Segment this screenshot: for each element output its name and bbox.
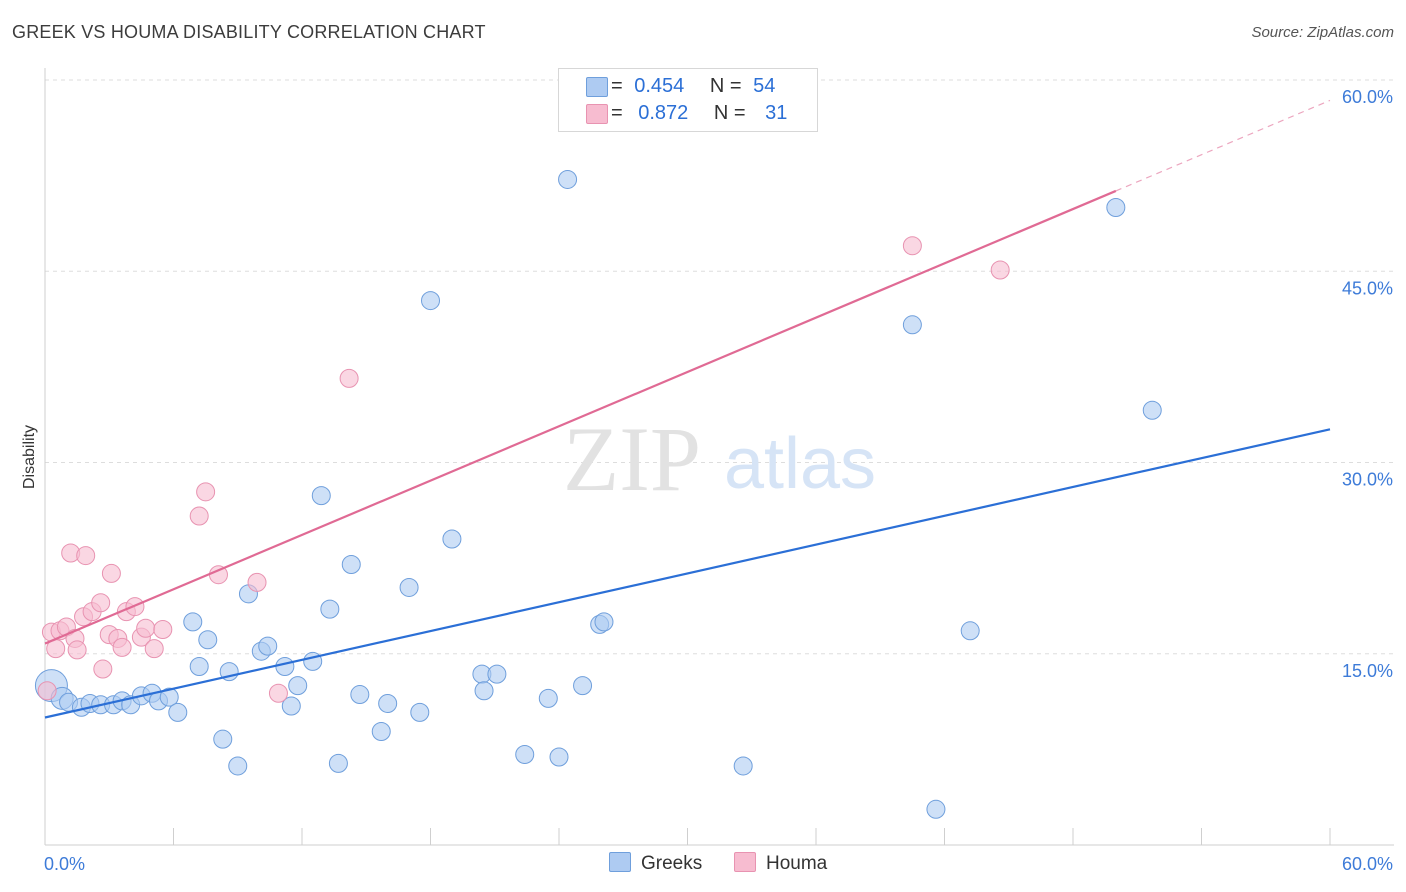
legend-n-value-greeks: 54 [753, 75, 776, 97]
y-tick-label: 15.0% [1342, 661, 1393, 681]
greeks-point [421, 291, 440, 311]
houma-point [268, 683, 288, 703]
greeks-point [410, 702, 430, 722]
x-tick-label-min: 0.0% [44, 854, 85, 874]
houma-point [902, 236, 922, 256]
greeks-point [1106, 198, 1126, 217]
greeks-point [1142, 400, 1162, 420]
greeks-point [573, 676, 593, 696]
tick-labels: 15.0% 30.0% 45.0% 60.0% 0.0% 60.0% [44, 87, 1393, 874]
houma-point [990, 260, 1010, 280]
watermark: ZIP atlas [563, 408, 876, 510]
greeks-point [733, 756, 753, 776]
greeks-point [275, 657, 295, 676]
legend: R = 0.454 N = 54 R = 0.872 N = 31 [558, 68, 818, 132]
houma-point [196, 482, 216, 502]
legend-r-value-houma: 0.872 [638, 102, 689, 124]
greeks-point [350, 685, 370, 705]
houma-swatch [586, 104, 608, 124]
greeks-point [183, 612, 203, 632]
greeks-point [902, 315, 922, 335]
source-label: Source: ZipAtlas.com [1251, 24, 1394, 41]
houma-legend-swatch [734, 852, 756, 872]
greeks-point [378, 693, 398, 713]
greeks-point [311, 486, 331, 506]
greeks-point [399, 577, 419, 597]
greeks-point [228, 756, 248, 776]
greeks-trend-line [44, 428, 1331, 719]
bottom-legend-houma: Houma [734, 852, 827, 875]
greeks-point [960, 621, 980, 641]
greeks-point [926, 799, 946, 819]
houma-point [93, 659, 113, 679]
y-axis-label: Disability [21, 425, 38, 489]
y-tick-label: 45.0% [1342, 278, 1393, 298]
y-tick-label: 60.0% [1342, 87, 1393, 107]
greeks-point [487, 664, 507, 684]
axes [44, 68, 1394, 846]
greeks-point [515, 744, 535, 764]
greeks-point [594, 612, 614, 632]
legend-n-label: N = [709, 75, 742, 97]
houma-trend-line [44, 189, 1117, 645]
chart-title: GREEK VS HOUMA DISABILITY CORRELATION CH… [12, 22, 486, 42]
houma-point [247, 572, 267, 592]
greeks-point [549, 747, 569, 767]
greeks-legend-label: Greeks [641, 853, 703, 874]
greeks-point [538, 688, 558, 708]
greeks-point [198, 630, 218, 650]
greeks-legend-swatch [609, 852, 631, 872]
x-tick-label-max: 60.0% [1342, 854, 1393, 874]
houma-point [189, 506, 209, 526]
houma-trend-extension [1115, 99, 1331, 192]
watermark-atlas: atlas [724, 424, 876, 504]
watermark-zip: ZIP [563, 408, 701, 510]
greeks-point [281, 696, 301, 716]
greeks-point [168, 702, 188, 722]
legend-n-value-houma: 31 [765, 102, 788, 124]
greeks-point [213, 729, 233, 749]
houma-point [37, 681, 57, 701]
houma-point [339, 368, 359, 388]
greeks-point [159, 687, 179, 707]
greeks-point [558, 169, 578, 189]
greeks-point [258, 636, 278, 656]
greeks-swatch [586, 77, 608, 97]
houma-point [91, 593, 111, 613]
bottom-legend-greeks: Greeks [609, 852, 702, 875]
houma-legend-label: Houma [766, 853, 828, 874]
legend-row-greeks: R = 0.454 N = 54 [586, 75, 776, 98]
houma-point [112, 637, 132, 657]
legend-row-houma: R = 0.872 N = 31 [586, 102, 788, 125]
houma-point [144, 639, 164, 659]
greeks-point [371, 722, 391, 742]
greeks-point [320, 599, 340, 619]
greeks-point [189, 657, 209, 676]
houma-point [153, 620, 173, 640]
grid-lines [45, 79, 1394, 655]
trend-lines [44, 99, 1331, 719]
houma-point [67, 640, 87, 660]
houma-points [37, 236, 1010, 703]
houma-point [76, 546, 96, 566]
houma-point [136, 618, 156, 638]
greeks-point [288, 676, 308, 696]
legend-n-label: N = [713, 102, 746, 124]
greeks-point [442, 529, 462, 549]
greeks-point [341, 555, 361, 574]
greeks-point [328, 753, 348, 773]
houma-point [101, 563, 121, 583]
y-tick-label: 30.0% [1342, 470, 1393, 490]
legend-r-value-greeks: 0.454 [634, 75, 685, 97]
greeks-point [474, 681, 494, 701]
